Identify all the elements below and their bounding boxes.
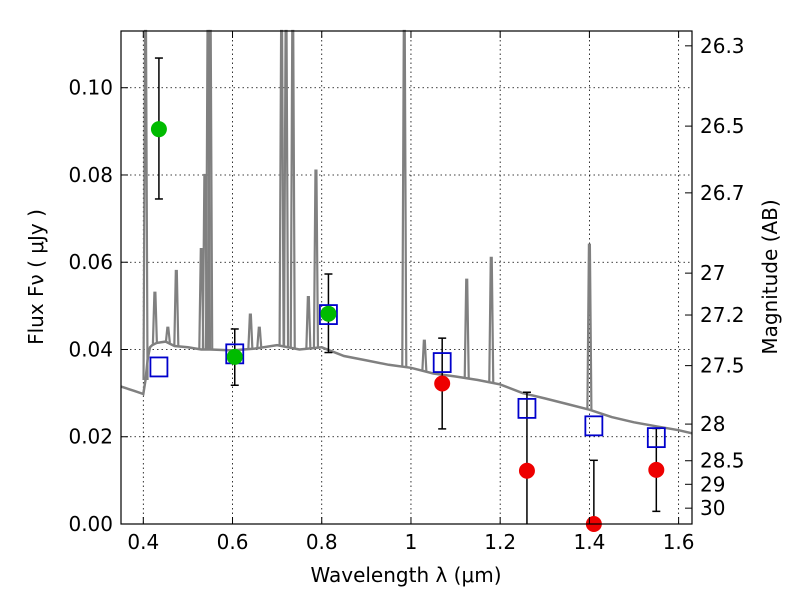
upper-limit-flux-point	[648, 461, 665, 478]
emission-line	[421, 339, 428, 372]
model-photometry-square	[517, 397, 537, 419]
emission-line	[247, 313, 254, 350]
x-tick-label: 1.6	[663, 530, 695, 554]
x-axis-ticks: 0.4 0.6 0.8 1 1.2 1.4 1.6	[127, 31, 695, 554]
x-tick-label: 0.4	[127, 530, 159, 554]
x-tick-label: 1.4	[573, 530, 605, 554]
photometry-markers	[149, 121, 666, 532]
y-tick-label: 0.04	[68, 337, 113, 361]
x-tick-label: 0.6	[217, 530, 249, 554]
y-tick-label: 0.10	[68, 76, 113, 100]
emission-line	[305, 296, 312, 349]
plot-frame	[120, 30, 693, 525]
magnitude-axis-label: Magnitude (AB)	[758, 199, 782, 354]
emission-line	[401, 29, 408, 367]
upper-limit-flux-point	[434, 375, 451, 392]
emission-line	[164, 326, 171, 343]
x-tick-label: 1	[405, 530, 418, 554]
detected-flux-point	[226, 348, 243, 365]
emission-line	[278, 29, 285, 347]
y-tick-label: 0.00	[68, 512, 113, 536]
detected-flux-point	[150, 121, 167, 138]
magnitude-tick-label: 30	[700, 496, 725, 520]
emission-line	[586, 243, 593, 410]
model-photometry-square	[149, 356, 169, 378]
emission-line	[312, 169, 320, 348]
x-tick-label: 1.2	[484, 530, 516, 554]
model-photometry-square	[584, 415, 604, 437]
emission-line	[256, 326, 263, 348]
magnitude-tick-label: 28.5	[700, 449, 745, 473]
emission-line	[463, 278, 470, 379]
detected-flux-point	[320, 305, 337, 322]
x-tick-label: 0.8	[306, 530, 338, 554]
magnitude-tick-label: 27	[700, 261, 725, 285]
model-spectrum	[120, 29, 693, 435]
model-photometry-square	[646, 427, 666, 449]
magnitude-tick-label: 27.2	[700, 303, 745, 327]
upper-limit-flux-point	[518, 462, 535, 479]
model-photometry-square	[432, 352, 452, 373]
y-axis-ticks: 0.00 0.02 0.04 0.06 0.08 0.10	[68, 76, 128, 536]
magnitude-tick-label: 26.3	[700, 34, 745, 58]
model-photometry-square	[319, 304, 338, 325]
emission-line	[282, 29, 290, 347]
y-axis-label: Flux Fν ( μJy )	[24, 209, 48, 345]
magnitude-tick-label: 28	[700, 412, 725, 436]
magnitude-tick-label: 26.5	[700, 114, 745, 138]
emission-line	[173, 269, 180, 347]
magnitude-tick-label: 29	[700, 472, 725, 496]
magnitude-tick-label: 27.5	[700, 354, 745, 378]
x-axis-label: Wavelength λ (μm)	[310, 563, 501, 587]
model-spectrum-continuum	[120, 340, 693, 435]
magnitude-tick-label: 26.7	[700, 181, 745, 205]
y-tick-label: 0.02	[68, 425, 113, 449]
emission-line	[151, 291, 159, 344]
error-bars	[154, 57, 661, 524]
y-tick-label: 0.06	[68, 250, 113, 274]
emission-line	[142, 29, 149, 381]
emission-line	[289, 29, 296, 349]
y-tick-label: 0.08	[68, 163, 113, 187]
emission-line	[488, 256, 495, 383]
